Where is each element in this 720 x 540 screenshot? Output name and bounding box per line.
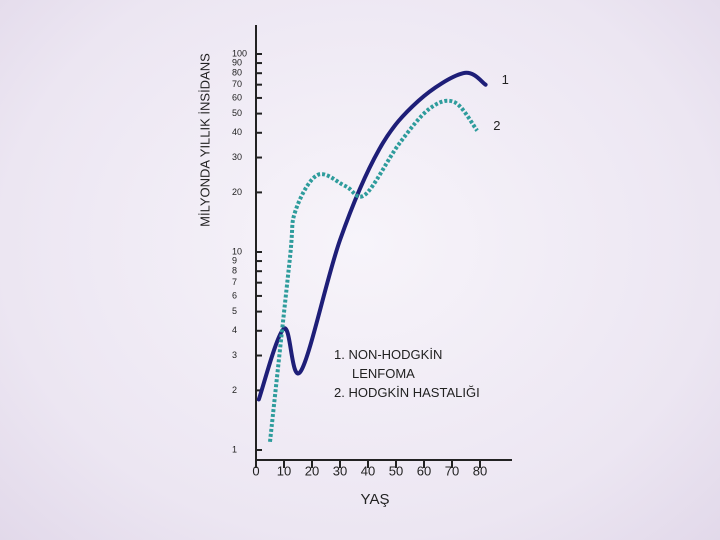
y-tick-label: 4 (232, 325, 237, 335)
y-tick-label: 7 (232, 277, 237, 287)
y-tick-label: 20 (232, 187, 242, 197)
x-tick-label: 10 (277, 463, 291, 478)
x-tick-label: 60 (417, 463, 431, 478)
legend-entry: 1. NON-HODGKİN LENFOMA (334, 347, 443, 381)
x-tick-label: 80 (473, 463, 487, 478)
y-tick-label: 5 (232, 306, 237, 316)
x-tick-label: 20 (305, 463, 319, 478)
y-tick-label: 100 (232, 48, 247, 58)
y-tick-label: 60 (232, 92, 242, 102)
series-line (268, 98, 479, 443)
y-tick-label: 10 (232, 246, 242, 256)
legend: 1. NON-HODGKİN LENFOMA 2. HODGKİN HASTALI… (334, 345, 504, 402)
series-label: 1 (502, 72, 509, 87)
series-line (256, 70, 488, 402)
y-tick-label: 70 (232, 79, 242, 89)
y-tick-label: 2 (232, 385, 237, 395)
y-tick-label: 90 (232, 57, 242, 67)
y-tick-label: 30 (232, 152, 242, 162)
x-tick-label: 50 (389, 463, 403, 478)
x-tick-label: 40 (361, 463, 375, 478)
legend-entry: 2. HODGKİN HASTALIĞI (334, 385, 480, 400)
x-tick-label: 70 (445, 463, 459, 478)
y-tick-label: 8 (232, 266, 237, 276)
y-tick-label: 9 (232, 255, 237, 265)
y-tick-label: 50 (232, 108, 242, 118)
y-axis-label: MİLYONDA YILLIK İNSİDANS (197, 53, 212, 227)
series-label: 2 (493, 118, 500, 133)
x-tick-label: 30 (333, 463, 347, 478)
y-tick-label: 80 (232, 68, 242, 78)
x-axis-label: YAŞ (361, 491, 390, 508)
y-tick-label: 1 (232, 444, 237, 454)
y-tick-label: 40 (232, 127, 242, 137)
y-tick-label: 6 (232, 290, 237, 300)
x-tick-label: 0 (252, 463, 259, 478)
y-tick-label: 3 (232, 350, 237, 360)
